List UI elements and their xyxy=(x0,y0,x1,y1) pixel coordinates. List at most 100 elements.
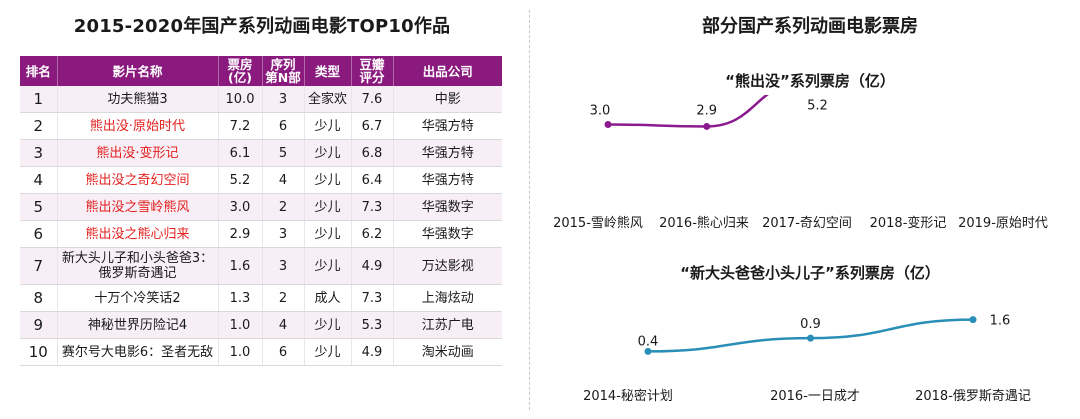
header-seq: 序列 第N部 xyxy=(262,56,305,86)
cell-type: 少儿 xyxy=(304,220,352,248)
header-score: 豆瓣 评分 xyxy=(351,56,394,86)
left-panel: 2015-2020年国产系列动画电影TOP10作品 排名 影片名称 票房(亿) … xyxy=(18,0,506,419)
cell-type: 少儿 xyxy=(304,112,352,140)
table-row: 5 熊出没之雪岭熊风 3.0 2 少儿 7.3 华强数字 xyxy=(20,193,502,221)
table-header-row: 排名 影片名称 票房(亿) 序列 第N部 类型 豆瓣 评分 出品公司 xyxy=(20,56,502,86)
header-name: 影片名称 xyxy=(57,56,219,86)
cell-score: 6.8 xyxy=(351,139,394,167)
table-row: 2 熊出没·原始时代 7.2 6 少儿 6.7 华强方特 xyxy=(20,112,502,140)
top10-table: 排名 影片名称 票房(亿) 序列 第N部 类型 豆瓣 评分 出品公司 1 功夫熊猫… xyxy=(20,56,502,366)
category-label: 2016-一日成才 xyxy=(770,389,860,404)
cell-seq: 3 xyxy=(262,220,305,248)
data-point xyxy=(703,122,711,130)
cell-rank: 9 xyxy=(20,311,58,339)
cell-company: 淘米动画 xyxy=(393,338,502,366)
header-type: 类型 xyxy=(304,56,352,86)
cell-score: 7.3 xyxy=(351,284,394,312)
table-row: 9 神秘世界历险记4 1.0 4 少儿 5.3 江苏广电 xyxy=(20,311,502,339)
cell-box: 1.6 xyxy=(218,247,263,285)
table-row: 10 赛尔号大电影6：圣者无敌 1.0 6 少儿 4.9 淘米动画 xyxy=(20,338,502,366)
cell-box: 3.0 xyxy=(218,193,263,221)
cell-name: 熊出没·原始时代 xyxy=(57,112,219,140)
cell-company: 上海炫动 xyxy=(393,284,502,312)
data-label: 0.4 xyxy=(638,334,659,349)
cell-name: 熊出没之熊心归来 xyxy=(57,220,219,248)
cell-box: 6.1 xyxy=(218,139,263,167)
data-point xyxy=(644,347,652,355)
panel-divider xyxy=(529,10,530,410)
xiongchumo-line-chart: 3.0 2015-雪岭熊风 2.9 2016-熊心归来 5.2 2017-奇幻空间 6.1 2… xyxy=(553,95,1048,231)
table-row: 3 熊出没·变形记 6.1 5 少儿 6.8 华强方特 xyxy=(20,139,502,167)
category-label: 2016-熊心归来 xyxy=(659,215,749,231)
cell-company: 中影 xyxy=(393,86,502,113)
cell-box: 2.9 xyxy=(218,220,263,248)
data-label: 1.6 xyxy=(990,314,1011,329)
category-label: 2018-俄罗斯奇遇记 xyxy=(915,388,1031,404)
header-company: 出品公司 xyxy=(393,56,502,86)
left-title: 2015-2020年国产系列动画电影TOP10作品 xyxy=(73,16,451,37)
cell-type: 成人 xyxy=(304,284,352,312)
cell-name: 熊出没之奇幻空间 xyxy=(57,166,219,194)
cell-company: 万达影视 xyxy=(393,247,502,285)
cell-score: 7.6 xyxy=(351,86,394,113)
cell-score: 6.2 xyxy=(351,220,394,248)
cell-company: 华强方特 xyxy=(393,139,502,167)
data-label: 6.1 xyxy=(896,95,917,96)
cell-type: 少儿 xyxy=(304,139,352,167)
cell-type: 全家欢 xyxy=(304,86,352,113)
right-title: 部分国产系列动画电影票房 xyxy=(702,16,918,37)
cell-rank: 3 xyxy=(20,139,58,167)
cell-seq: 6 xyxy=(262,338,305,366)
cell-company: 华强方特 xyxy=(393,112,502,140)
cell-type: 少儿 xyxy=(304,338,352,366)
cell-box: 7.2 xyxy=(218,112,263,140)
data-point xyxy=(604,121,612,128)
cell-box: 1.0 xyxy=(218,311,263,339)
cell-box: 5.2 xyxy=(218,166,263,194)
cell-type: 少儿 xyxy=(304,247,352,285)
cell-score: 7.3 xyxy=(351,193,394,221)
cell-rank: 2 xyxy=(20,112,58,140)
header-rank: 排名 xyxy=(20,56,58,86)
cell-rank: 10 xyxy=(20,338,58,366)
table-row: 4 熊出没之奇幻空间 5.2 4 少儿 6.4 华强方特 xyxy=(20,166,502,194)
cell-box: 1.3 xyxy=(218,284,263,312)
table-row: 6 熊出没之熊心归来 2.9 3 少儿 6.2 华强数字 xyxy=(20,220,502,248)
cell-seq: 4 xyxy=(262,311,305,339)
cell-rank: 7 xyxy=(20,247,58,285)
category-label: 2019-原始时代 xyxy=(958,216,1048,231)
category-label: 2014-秘密计划 xyxy=(583,388,673,404)
cell-name: 神秘世界历险记4 xyxy=(57,311,219,339)
cell-seq: 2 xyxy=(262,193,305,221)
cell-seq: 4 xyxy=(262,166,305,194)
table-row: 1 功夫熊猫3 10.0 3 全家欢 7.6 中影 xyxy=(20,86,502,113)
cell-type: 少儿 xyxy=(304,193,352,221)
cell-seq: 3 xyxy=(262,86,305,113)
chart2-title: “新大头爸爸小头儿子”系列票房（亿） xyxy=(680,264,940,282)
cell-score: 4.9 xyxy=(351,247,394,285)
data-label: 3.0 xyxy=(590,104,611,119)
data-label: 0.9 xyxy=(800,317,821,332)
table-row: 8 十万个冷笑话2 1.3 2 成人 7.3 上海炫动 xyxy=(20,284,502,312)
cell-rank: 8 xyxy=(20,284,58,312)
cell-name: 新大头儿子和小头爸爸3：俄罗斯奇遇记 xyxy=(57,247,219,285)
cell-seq: 2 xyxy=(262,284,305,312)
data-point xyxy=(969,316,977,324)
data-label: 2.9 xyxy=(696,103,717,118)
cell-seq: 5 xyxy=(262,139,305,167)
cell-name: 十万个冷笑话2 xyxy=(57,284,219,312)
cell-company: 华强数字 xyxy=(393,193,502,221)
cell-rank: 4 xyxy=(20,166,58,194)
table-row: 7 新大头儿子和小头爸爸3：俄罗斯奇遇记 1.6 3 少儿 4.9 万达影视 xyxy=(20,247,502,285)
cell-rank: 1 xyxy=(20,86,58,113)
cell-score: 4.9 xyxy=(351,338,394,366)
cell-seq: 6 xyxy=(262,112,305,140)
category-label: 2018-变形记 xyxy=(870,215,947,231)
cell-company: 华强方特 xyxy=(393,166,502,194)
right-panel: 部分国产系列动画电影票房 “熊出没”系列票房（亿） 3.0 2015-雪岭熊风 2.… xyxy=(540,0,1080,419)
cell-type: 少儿 xyxy=(304,311,352,339)
cell-score: 6.4 xyxy=(351,166,394,194)
data-point xyxy=(807,334,814,342)
cell-seq: 3 xyxy=(262,247,305,285)
header-box: 票房(亿) xyxy=(218,56,263,86)
